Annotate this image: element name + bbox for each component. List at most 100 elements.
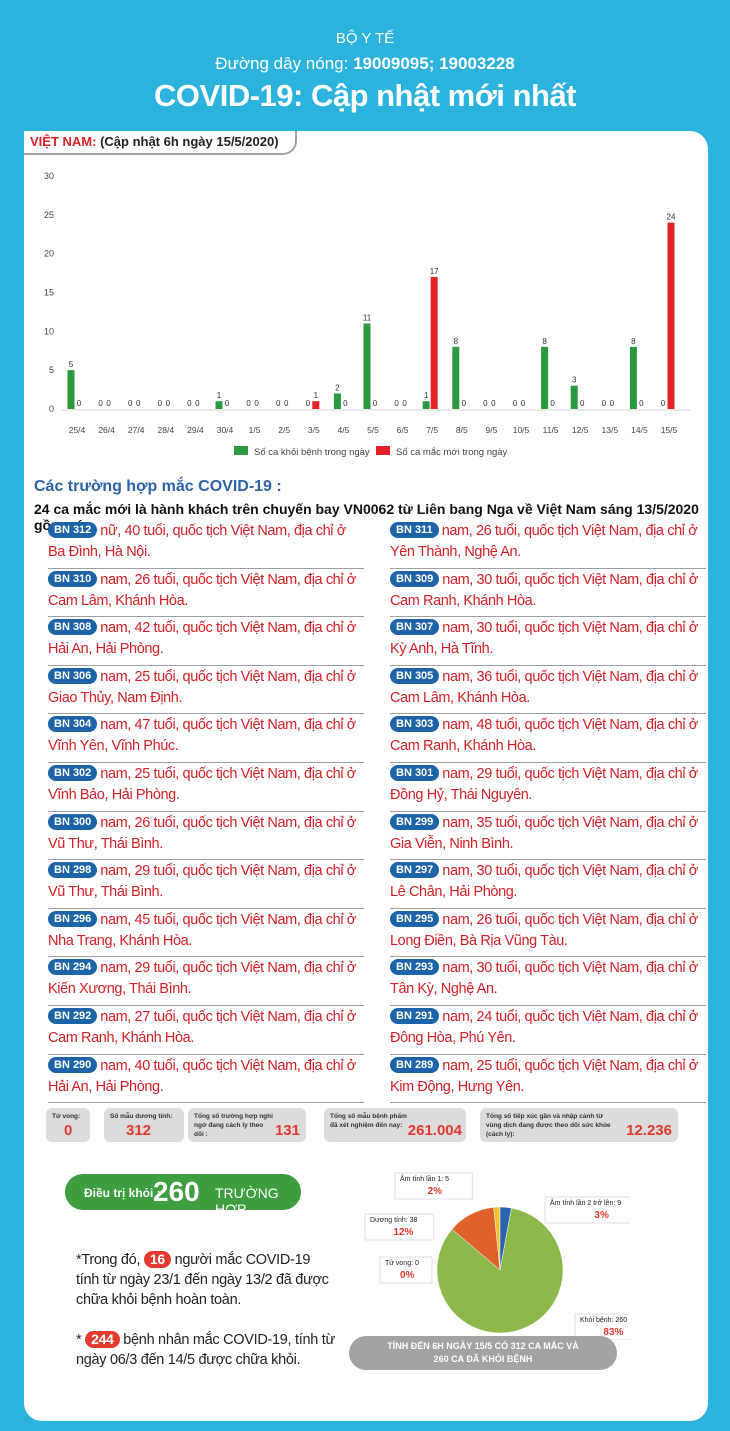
- cases-list-right: BN 311 nam, 26 tuổi, quốc tịch Việt Nam, …: [390, 520, 706, 1104]
- x-tick-label: 27/4: [128, 425, 145, 435]
- legend-swatch: [234, 446, 248, 455]
- case-item: BN 291 nam, 24 tuổi, quốc tịch Việt Nam, …: [390, 1006, 706, 1055]
- legend-swatch: [376, 446, 390, 455]
- case-item: BN 304 nam, 47 tuổi, quốc tịch Việt Nam, …: [48, 714, 364, 763]
- case-id-badge: BN 297: [390, 862, 440, 879]
- case-item: BN 300 nam, 26 tuổi, quốc tịch Việt Nam, …: [48, 812, 364, 861]
- data-label: 0: [661, 399, 666, 408]
- case-id-badge: BN 298: [48, 862, 98, 879]
- x-tick-label: 15/5: [661, 425, 678, 435]
- legend-label: Số ca khỏi bệnh trong ngày: [254, 447, 370, 458]
- pie-percent: 12%: [393, 1227, 413, 1238]
- case-item: BN 301 nam, 29 tuổi, quốc tịch Việt Nam, …: [390, 763, 706, 812]
- case-description: nam, 26 tuổi, quốc tịch Việt Nam, địa ch…: [48, 814, 356, 852]
- note1-number: 16: [143, 1251, 171, 1268]
- pie-label-box: [544, 1196, 630, 1224]
- case-description: nam, 29 tuổi, quốc tịch Việt Nam, địa ch…: [390, 765, 698, 803]
- note2-prefix: *: [76, 1332, 86, 1348]
- x-tick-label: 4/5: [337, 425, 349, 435]
- bar-recovered: [452, 346, 460, 409]
- data-label: 24: [667, 213, 676, 222]
- pie-percent: 2%: [428, 1186, 443, 1197]
- data-label: 0: [513, 399, 518, 408]
- stat-positive: Số mẫu dương tính: 312: [104, 1108, 184, 1142]
- recovered-badge: Điều trị khỏi : 260 TRƯỜNG HỢP: [65, 1174, 301, 1217]
- case-description: nam, 30 tuổi, quốc tịch Việt Nam, địa ch…: [390, 620, 698, 658]
- bar-recovered: [67, 370, 75, 409]
- data-label: 0: [402, 399, 407, 408]
- data-label: 0: [610, 399, 615, 408]
- x-tick-label: 30/4: [217, 425, 234, 435]
- data-label: 0: [158, 399, 163, 408]
- x-tick-label: 8/5: [456, 425, 468, 435]
- case-description: nam, 25 tuổi, quốc tịch Việt Nam, địa ch…: [48, 765, 356, 803]
- data-label: 8: [454, 337, 459, 346]
- bar-new-cases: [667, 222, 675, 409]
- stat-positive-value: 312: [126, 1122, 152, 1139]
- data-label: 0: [306, 399, 311, 408]
- data-label: 0: [343, 399, 348, 408]
- case-description: nam, 40 tuổi, quốc tịch Việt Nam, địa ch…: [48, 1057, 356, 1095]
- data-label: 11: [363, 314, 372, 323]
- x-tick-label: 1/5: [249, 425, 261, 435]
- data-label: 0: [483, 399, 488, 408]
- recovered-label: Điều trị khỏi :: [84, 1186, 161, 1200]
- stat-monitored-label: Tổng số tiếp xúc gần và nhập cảnh từ vùn…: [486, 1113, 611, 1138]
- y-tick-label: 20: [44, 249, 54, 259]
- pie-label: Dương tính: 38: [370, 1217, 418, 1224]
- stat-suspected-label: Tổng số trường hợp nghi ngờ đang cách ly…: [194, 1113, 273, 1138]
- country-name: VIỆT NAM:: [30, 134, 97, 149]
- case-id-badge: BN 311: [390, 522, 439, 538]
- recovery-note-2: * 244 bệnh nhân mắc COVID-19, tính từ ng…: [76, 1330, 336, 1370]
- case-id-badge: BN 301: [390, 764, 440, 781]
- legend-label: Số ca mắc mới trong ngày: [396, 447, 508, 458]
- case-id-badge: BN 296: [48, 910, 98, 927]
- recovery-note-1: *Trong đó, 16 người mắc COVID-19 tính từ…: [76, 1250, 336, 1310]
- stat-deaths-label: Tử vong:: [52, 1113, 81, 1120]
- case-item: BN 310 nam, 26 tuổi, quốc tịch Việt Nam, …: [48, 569, 364, 618]
- data-label: 1: [217, 391, 222, 400]
- case-description: nam, 27 tuổi, quốc tịch Việt Nam, địa ch…: [48, 1008, 356, 1046]
- case-description: nam, 25 tuổi, quốc tịch Việt Nam, địa ch…: [390, 1057, 698, 1095]
- case-item: BN 296 nam, 45 tuổi, quốc tịch Việt Nam, …: [48, 909, 364, 958]
- case-item: BN 290 nam, 40 tuổi, quốc tịch Việt Nam, …: [48, 1055, 364, 1104]
- case-description: nam, 42 tuổi, quốc tịch Việt Nam, địa ch…: [48, 620, 356, 658]
- cases-section-title: Các trường hợp mắc COVID-19 :: [34, 478, 282, 495]
- ministry-name: BỘ Y TẾ: [335, 30, 395, 47]
- case-description: nam, 25 tuổi, quốc tịch Việt Nam, địa ch…: [48, 668, 356, 706]
- x-tick-label: 9/5: [485, 425, 497, 435]
- data-label: 0: [276, 399, 281, 408]
- y-tick-label: 10: [44, 326, 54, 336]
- case-id-badge: BN 299: [390, 813, 440, 830]
- case-description: nam, 45 tuổi, quốc tịch Việt Nam, địa ch…: [48, 911, 356, 949]
- x-tick-label: 12/5: [572, 425, 589, 435]
- pie-percent: 83%: [603, 1327, 623, 1338]
- case-item: BN 305 nam, 36 tuổi, quốc tịch Việt Nam, …: [390, 666, 706, 715]
- case-description: nam, 29 tuổi, quốc tịch Việt Nam, địa ch…: [48, 960, 356, 998]
- bar-new-cases: [430, 276, 438, 409]
- data-label: 0: [136, 399, 141, 408]
- case-description: nam, 30 tuổi, quốc tịch Việt Nam, địa ch…: [390, 960, 698, 998]
- y-tick-label: 5: [49, 365, 54, 375]
- bar-recovered: [333, 393, 341, 409]
- note1-prefix: *Trong đó,: [76, 1252, 144, 1268]
- recovered-count: 260: [153, 1176, 200, 1207]
- case-item: BN 295 nam, 26 tuổi, quốc tịch Việt Nam, …: [390, 909, 706, 958]
- data-label: 8: [542, 337, 547, 346]
- data-label: 0: [639, 399, 644, 408]
- case-description: nam, 35 tuổi, quốc tịch Việt Nam, địa ch…: [390, 814, 698, 852]
- data-label: 8: [631, 337, 636, 346]
- pie-percent: 3%: [594, 1210, 609, 1221]
- data-label: 0: [254, 399, 259, 408]
- bar-recovered: [541, 346, 549, 409]
- stat-tested-label: Tổng số mẫu bệnh phẩm đã xét nghiệm đến …: [330, 1113, 407, 1129]
- data-label: 0: [128, 399, 133, 408]
- stat-deaths: Tử vong: 0: [46, 1108, 90, 1142]
- pie-slice: [499, 1206, 512, 1271]
- stat-tested-value: 261.004: [407, 1122, 462, 1139]
- bar-recovered: [629, 346, 637, 409]
- x-tick-label: 26/4: [98, 425, 115, 435]
- pie-slice: [436, 1207, 564, 1334]
- case-id-badge: BN 293: [390, 959, 440, 976]
- case-description: nam, 26 tuổi, quốc tịch Việt Nam, địa ch…: [390, 911, 698, 949]
